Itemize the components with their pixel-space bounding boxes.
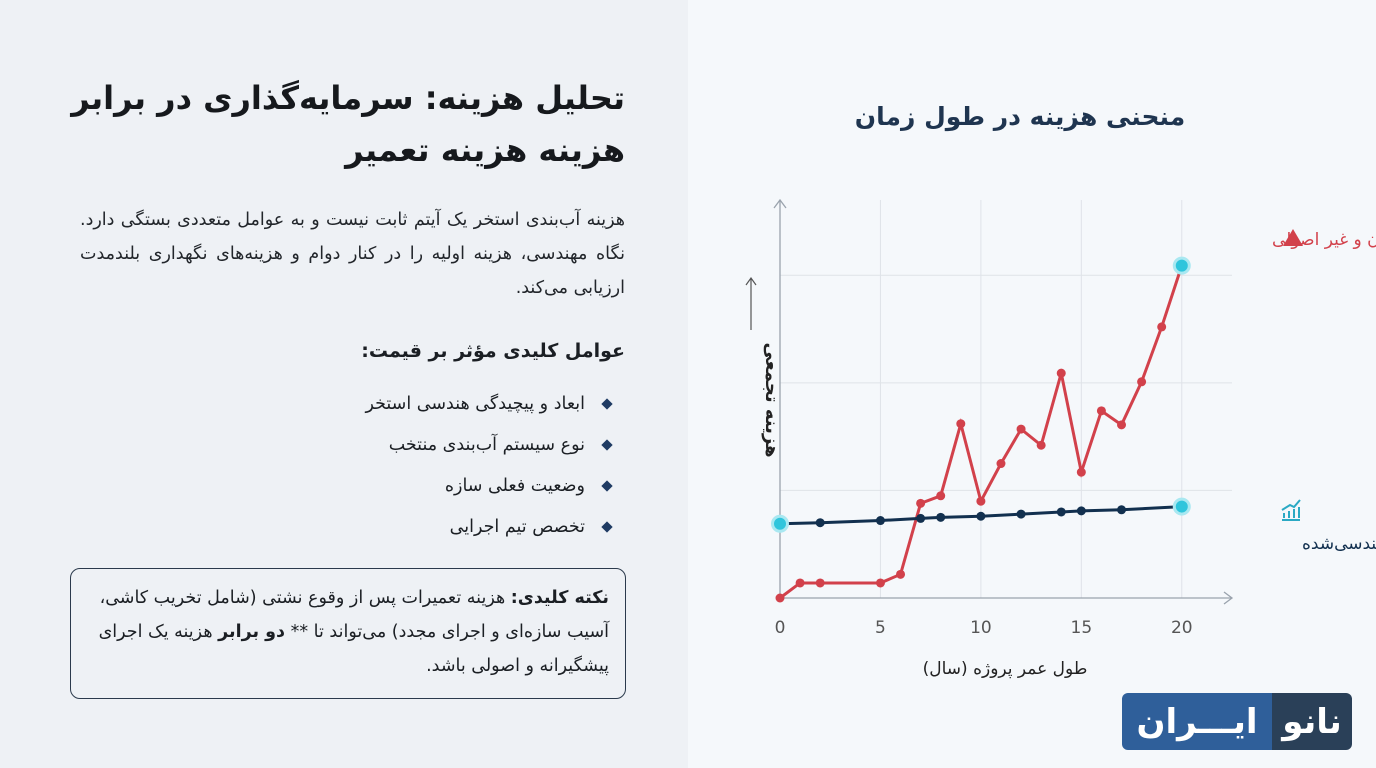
data-point — [956, 419, 966, 429]
data-point — [1117, 505, 1127, 515]
data-point — [1117, 420, 1127, 430]
chart-title: منحنی هزینه در طول زمان — [854, 102, 1186, 131]
list-item: وضعیت فعلی سازه — [365, 465, 613, 506]
data-point — [815, 578, 825, 588]
note-bold: دو برابر — [218, 622, 286, 642]
x-axis-label: طول عمر پروژه (سال) — [923, 659, 1088, 679]
data-point — [936, 491, 946, 501]
data-point — [1056, 507, 1066, 517]
data-point — [896, 569, 906, 579]
list-item: نوع سیستم آب‌بندی منتخب — [365, 424, 613, 465]
data-point — [1056, 368, 1066, 378]
data-point — [1096, 406, 1106, 416]
highlight-point — [1172, 256, 1191, 275]
factor-text: وضعیت فعلی سازه — [444, 475, 585, 496]
text-panel — [0, 0, 688, 768]
y-label-arrow-icon — [745, 276, 757, 330]
legend-engineered: سرمایه‌گذاری در سیستم مهندسی‌شده — [1302, 533, 1376, 554]
intro-paragraph: هزینه آب‌بندی استخر یک آیتم ثابت نیست و … — [80, 210, 625, 298]
y-axis-label: هزینه تجمعی — [761, 342, 782, 457]
x-tick-label: 20 — [1171, 618, 1193, 638]
logo: ایـــران نانو — [1122, 693, 1352, 750]
page-title: تحلیل هزینه: سرمایه‌گذاری در برابر هزینه… — [71, 79, 625, 169]
logo-part1: نانو — [1272, 693, 1352, 750]
data-point — [916, 498, 926, 508]
data-point — [1016, 424, 1026, 434]
factor-text: نوع سیستم آب‌بندی منتخب — [388, 434, 585, 455]
list-item: ابعاد و پیچیدگی هندسی استخر — [365, 383, 613, 424]
list-item: تخصص تیم اجرایی — [365, 506, 613, 547]
data-point — [875, 578, 885, 588]
note-text: هزینه تعمیرات پس از وقوع نشتی (شامل تخری… — [99, 588, 609, 642]
highlight-point — [771, 514, 789, 533]
data-point — [1137, 377, 1147, 387]
data-point — [815, 518, 825, 528]
y-axis-arrow-icon — [773, 198, 787, 209]
x-axis-arrow-icon — [1223, 591, 1234, 605]
data-point — [875, 516, 885, 526]
data-point — [996, 459, 1006, 469]
x-tick-label: 5 — [875, 618, 886, 638]
highlight-point — [1172, 497, 1191, 516]
key-note-box: نکته کلیدی: هزینه تعمیرات پس از وقوع نشت… — [70, 568, 626, 699]
data-point — [795, 578, 805, 588]
factor-text: تخصص تیم اجرایی — [449, 516, 585, 537]
data-point — [1036, 440, 1046, 450]
data-point — [1157, 322, 1167, 332]
data-point — [1016, 509, 1026, 519]
data-point — [1076, 506, 1086, 516]
chart-growth-icon — [1281, 499, 1301, 521]
x-tick-label: 15 — [1071, 618, 1093, 638]
warning-icon — [1283, 229, 1303, 246]
logo-part2: ایـــران — [1122, 693, 1272, 750]
data-point — [775, 593, 785, 603]
data-point — [976, 511, 986, 521]
note-label: نکته کلیدی: — [510, 588, 609, 608]
x-tick-label: 10 — [970, 618, 992, 638]
data-point — [916, 513, 926, 523]
data-point — [936, 512, 946, 522]
factors-heading: عوامل کلیدی مؤثر بر قیمت: — [361, 340, 625, 362]
data-point — [976, 496, 986, 506]
note-end: هزینه یک اجرای پیشگیرانه و اصولی باشد. — [98, 622, 609, 676]
factors-list: ابعاد و پیچیدگی هندسی استخر نوع سیستم آب… — [365, 383, 613, 547]
data-point — [1076, 467, 1086, 477]
factor-text: ابعاد و پیچیدگی هندسی استخر — [365, 393, 585, 414]
x-tick-label: 0 — [775, 618, 786, 638]
